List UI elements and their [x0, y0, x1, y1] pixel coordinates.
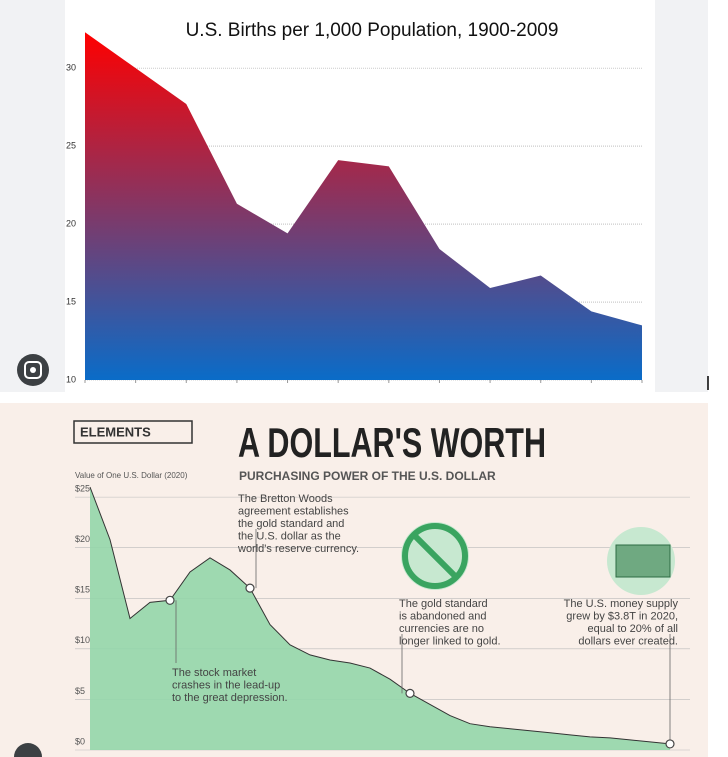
annotation: the gold standard and [238, 518, 344, 530]
marker [665, 739, 675, 749]
lens-button[interactable] [14, 743, 42, 757]
annotation: dollars ever created. [578, 635, 678, 647]
y-tick-label: $25 [75, 483, 90, 493]
annotation: longer linked to gold. [399, 635, 501, 647]
brand: ELEMENTS [80, 424, 151, 439]
y-axis-label: Value of One U.S. Dollar (2020) [75, 471, 188, 480]
annotation: to the great depression. [172, 692, 288, 704]
chart-title: A DOLLAR'S WORTH [238, 419, 546, 466]
marker [245, 583, 255, 593]
annotation: equal to 20% of all [587, 623, 678, 635]
annotation: crashes in the lead-up [172, 679, 280, 691]
side-panel [0, 0, 65, 392]
area [90, 487, 670, 750]
brand-box [73, 420, 193, 444]
annotation: the U.S. dollar as the [238, 530, 341, 542]
y-tick-label: 20 [66, 218, 76, 228]
annotation: currencies are no [399, 623, 484, 635]
annotation: The stock market [172, 667, 256, 679]
y-tick-label: $0 [75, 736, 85, 746]
y-tick-label: 30 [66, 63, 76, 73]
annotation: world's reserve currency. [237, 543, 359, 555]
annotation: The Bretton Woods [238, 493, 333, 505]
marker [165, 595, 175, 605]
annotation: is abandoned and [399, 610, 486, 622]
chart-title: U.S. Births per 1,000 Population, 1900-2… [186, 20, 559, 41]
icon [402, 523, 468, 589]
lens-icon [30, 367, 36, 373]
y-tick-label: $15 [75, 585, 90, 595]
chart-subtitle: PURCHASING POWER OF THE U.S. DOLLAR [239, 469, 496, 483]
line [89, 486, 671, 745]
y-tick-label: 10 [66, 374, 76, 384]
y-tick-label: $5 [75, 686, 85, 696]
marker [405, 688, 415, 698]
y-tick-label: $10 [75, 635, 90, 645]
lens-icon [24, 361, 42, 379]
icon [411, 532, 459, 580]
chart-2: $0 $5 $10 $15 $20 $25 ELEMENTS A DOLLAR'S WORTH… [73, 419, 690, 751]
annotation: agreement establishes [238, 505, 349, 517]
chart-1: 10 15 20 25 30 U.S. Births per 1,000 Populati… [66, 16, 643, 384]
area [85, 32, 642, 381]
y-tick-label: $20 [75, 534, 90, 544]
side-panel [655, 0, 708, 392]
annotation: grew by $3.8T in 2020, [566, 610, 678, 622]
y-tick-label: 15 [66, 296, 76, 306]
icon [615, 544, 671, 578]
title-background [178, 16, 566, 44]
annotation: The U.S. money supply [564, 598, 679, 610]
y-tick-label: 25 [66, 140, 76, 150]
annotation: The gold standard [399, 598, 488, 610]
